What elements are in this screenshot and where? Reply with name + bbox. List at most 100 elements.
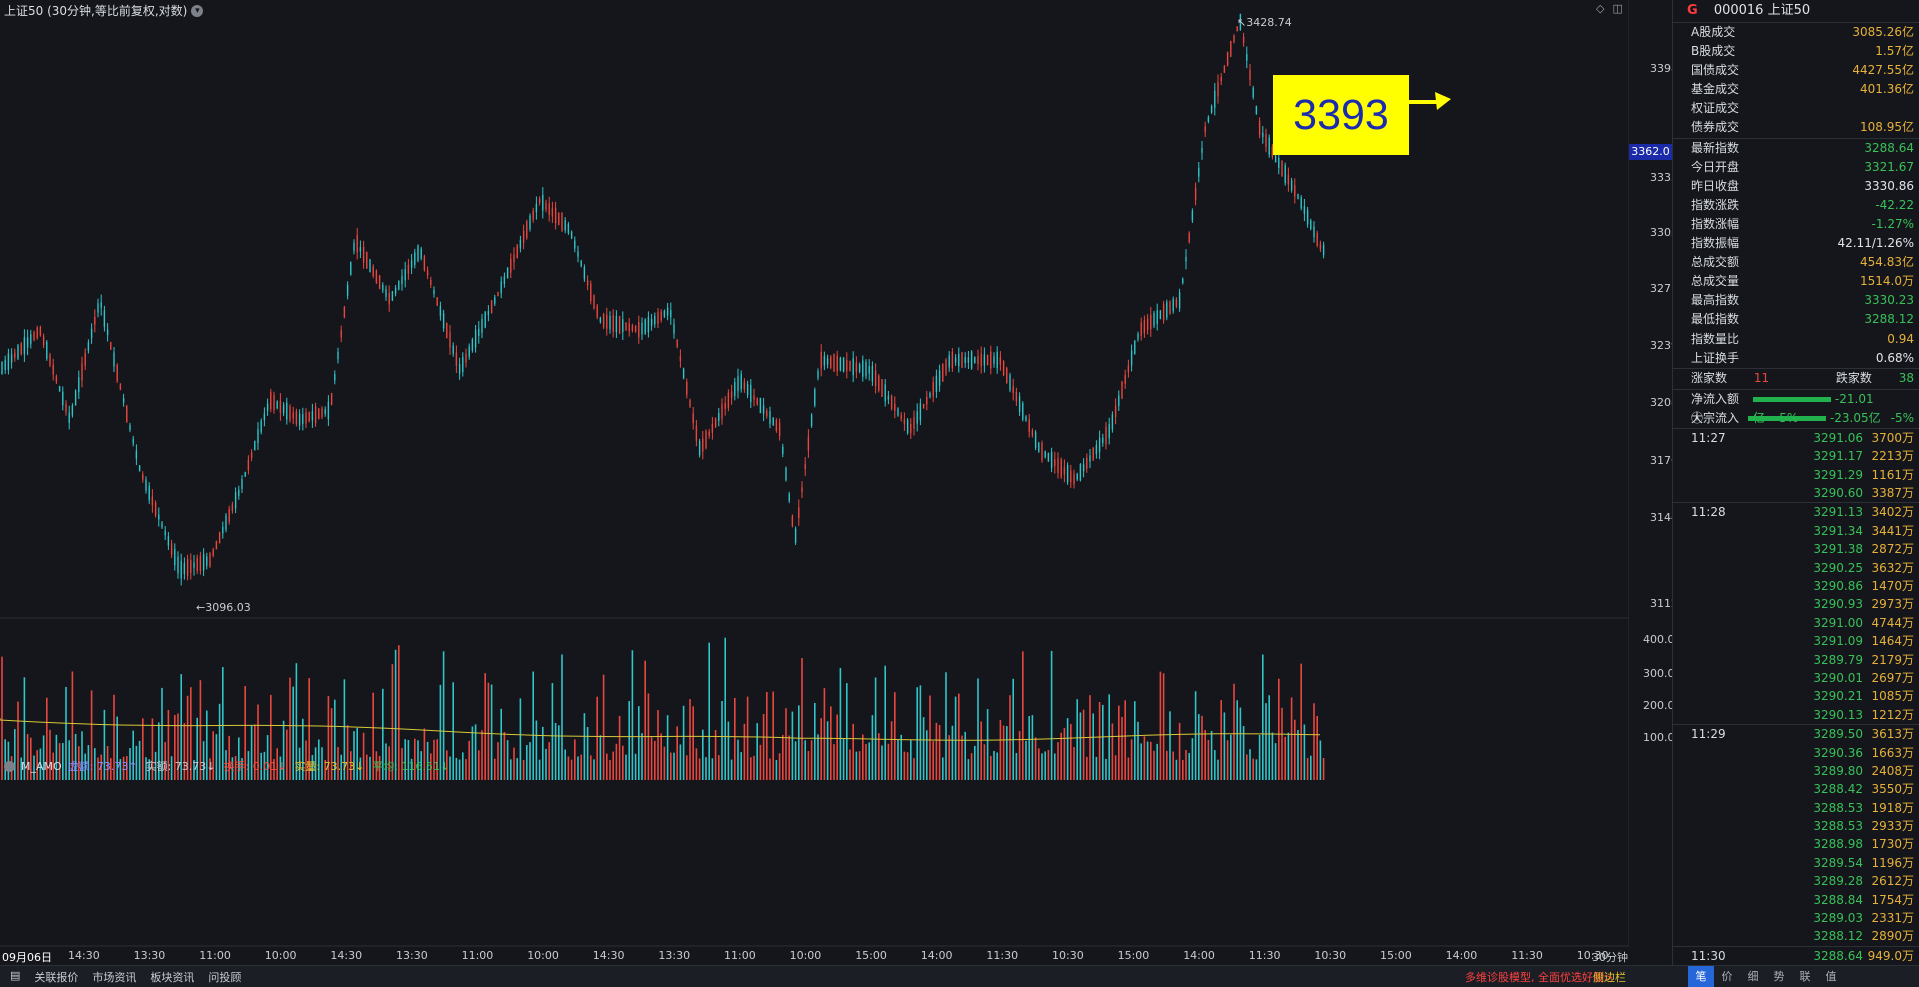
- candle-body: [1111, 414, 1114, 430]
- volume-bar: [1290, 697, 1293, 780]
- candle-body: [20, 343, 22, 355]
- volume-bar: [670, 752, 672, 780]
- tick-volume: 3700万: [1871, 430, 1914, 445]
- candle-body: [26, 337, 29, 348]
- volume-bar: [478, 750, 480, 780]
- volume-bar: [36, 750, 38, 780]
- candle-body: [561, 213, 563, 231]
- chevron-down-icon[interactable]: ▾: [191, 4, 204, 17]
- volume-bar: [756, 723, 758, 780]
- candle-body: [1249, 69, 1251, 81]
- volume-bar: [1047, 749, 1050, 780]
- candle-body: [682, 368, 685, 379]
- volume-bar: [158, 722, 160, 780]
- panel-toggle-icon[interactable]: ◫: [1612, 2, 1623, 15]
- tick-price: 3290.93: [1813, 597, 1863, 612]
- bottom-tab[interactable]: 市场资讯: [92, 971, 137, 984]
- candle-body: [708, 431, 710, 437]
- low-price-label: ←3096.03: [196, 601, 251, 614]
- panel-tab[interactable]: 联: [1799, 970, 1811, 983]
- volume-bar: [711, 758, 714, 780]
- volume-bar: [1306, 757, 1309, 780]
- stat-row: 今日开盘 3321.67: [1673, 158, 1919, 177]
- candle-body: [1313, 226, 1315, 238]
- volume-bar: [855, 751, 858, 780]
- candle-body: [842, 357, 845, 372]
- candle-body: [215, 540, 218, 550]
- volume-bar: [977, 678, 979, 780]
- sidebar-toggle[interactable]: 侧边栏: [1593, 971, 1626, 984]
- promo-link[interactable]: 多维诊股模型, 全面优选好股>: [1465, 971, 1614, 984]
- date-axis-label: 13:30: [396, 949, 428, 962]
- price-axis-label: 3176: [1650, 454, 1678, 467]
- candle-body: [382, 284, 384, 291]
- flow-row: 大宗流入 -23.05亿 -5%: [1673, 409, 1919, 428]
- candle-body: [385, 289, 387, 297]
- info-icon[interactable]: ⓘ: [1691, 410, 1704, 425]
- bottom-tab[interactable]: 板块资讯: [150, 971, 195, 984]
- volume-bar: [177, 713, 179, 780]
- candle-body: [1002, 360, 1005, 376]
- volume-bar: [580, 754, 582, 780]
- chevron-down-icon[interactable]: [4, 760, 15, 772]
- stat-label: A股成交: [1691, 25, 1736, 39]
- candle-body: [1031, 430, 1034, 436]
- candle-body: [439, 306, 442, 317]
- diamond-icon[interactable]: ◇: [1596, 2, 1605, 15]
- date-axis-label: 14:30: [330, 949, 363, 962]
- candle-body: [948, 355, 950, 368]
- candle-body: [292, 412, 294, 419]
- tick-time: [1673, 577, 1763, 595]
- volume-bar: [292, 686, 294, 780]
- volume-bar: [522, 759, 525, 780]
- volume-bar: [1303, 724, 1306, 780]
- indicator-name[interactable]: M_AMO: [21, 759, 62, 773]
- volume-bar: [266, 735, 269, 780]
- stat-value: 3330.86: [1864, 178, 1914, 193]
- panel-tab[interactable]: 值: [1825, 970, 1837, 983]
- candle-body: [580, 261, 582, 267]
- candle-body: [462, 356, 464, 372]
- volume-bar: [1255, 759, 1258, 780]
- candle-body: [90, 328, 93, 339]
- stat-value: 3288.12: [1864, 312, 1914, 327]
- volume-bar: [590, 755, 592, 780]
- candle-body: [455, 352, 458, 367]
- panel-tab[interactable]: 价: [1721, 970, 1733, 983]
- volume-bar: [1239, 707, 1242, 780]
- tick-list[interactable]: 11:27 3291.06 3700万 3291.17 2213万 3291.29 1161…: [1673, 429, 1919, 965]
- candle-body: [263, 413, 266, 421]
- candle-body: [910, 424, 912, 434]
- volume-bar: [1006, 726, 1008, 780]
- date-axis-label: 14:00: [1445, 949, 1478, 962]
- index-stats-list: 最新指数 3288.64 今日开盘 3321.67 昨日收盘 3330.86 指数涨跌 -42…: [1673, 139, 1919, 369]
- candle-body: [1034, 432, 1037, 449]
- candle-body: [62, 391, 64, 406]
- tick-volume: 1212万: [1871, 707, 1914, 722]
- candle-body: [766, 410, 768, 417]
- volume-bar: [58, 743, 61, 780]
- candle-body: [404, 269, 406, 281]
- candle-body: [817, 371, 819, 378]
- volume-bar: [1294, 719, 1296, 780]
- up-count-label: 涨家数: [1691, 370, 1728, 385]
- callout-arrow-icon: [1409, 92, 1451, 110]
- candle-body: [625, 322, 627, 331]
- volume-bar: [78, 746, 80, 780]
- panel-tab[interactable]: 势: [1773, 970, 1785, 983]
- volume-bar: [33, 755, 35, 780]
- bottom-tab[interactable]: 问投顾: [208, 971, 242, 984]
- menu-icon[interactable]: ▤: [10, 969, 21, 982]
- panel-tab[interactable]: 笔: [1688, 966, 1714, 987]
- volume-bar: [446, 750, 448, 780]
- panel-tab[interactable]: 细: [1747, 970, 1759, 983]
- candle-body: [42, 336, 45, 346]
- candle-body: [926, 396, 928, 405]
- bottom-tab[interactable]: 关联报价: [34, 971, 79, 984]
- volume-bar: [1204, 730, 1206, 780]
- candle-body: [689, 400, 691, 407]
- candle-body: [663, 310, 666, 317]
- candlestick-chart[interactable]: [0, 0, 1629, 947]
- stock-code-name: 000016 上证50: [1713, 3, 1811, 18]
- candle-body: [660, 311, 662, 321]
